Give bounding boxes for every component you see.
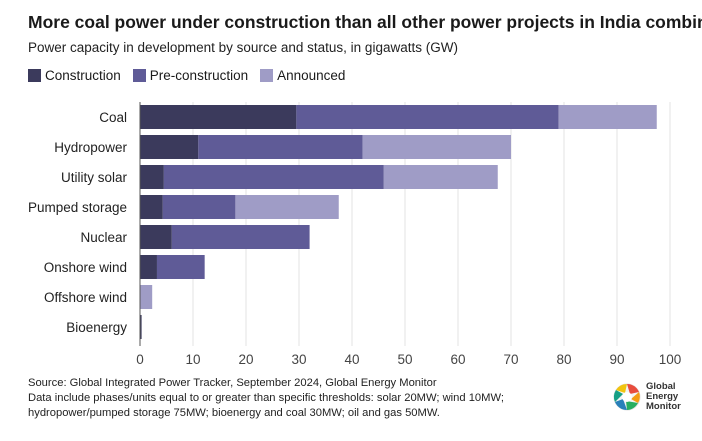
x-tick-label: 100 <box>659 352 682 367</box>
legend-label-construction: Construction <box>45 68 121 83</box>
chart-subtitle: Power capacity in development by source … <box>28 40 458 55</box>
bar-segment <box>140 135 199 159</box>
logo-line-2: Energy <box>646 391 679 402</box>
legend-item-announced: Announced <box>260 68 345 83</box>
logo-line-3: Monitor <box>646 401 681 412</box>
x-tick-label: 60 <box>450 352 465 367</box>
x-tick-label: 20 <box>238 352 253 367</box>
category-label: Coal <box>99 110 127 125</box>
bar-segment <box>171 225 310 249</box>
legend-item-pre-construction: Pre-construction <box>132 68 249 83</box>
bar-segment <box>140 255 157 279</box>
bar-segment <box>140 105 297 129</box>
footer: Source: Global Integrated Power Tracker,… <box>28 376 504 421</box>
bar-segment <box>140 315 142 339</box>
logo-text: Global Energy Monitor <box>646 382 681 412</box>
x-tick-label: 30 <box>291 352 306 367</box>
logo-line-1: Global <box>646 381 676 392</box>
bar-segment <box>140 225 172 249</box>
x-tick-label: 40 <box>344 352 359 367</box>
category-label: Utility solar <box>61 170 128 185</box>
legend-swatch-construction <box>28 69 41 82</box>
category-label: Bioenergy <box>66 320 127 335</box>
bar-segment <box>383 165 498 189</box>
bar-segment <box>162 195 236 219</box>
bar-segment <box>296 105 559 129</box>
bar-segment <box>140 165 164 189</box>
category-label: Hydropower <box>54 140 127 155</box>
data-note-line-1: Data include phases/units equal to or gr… <box>28 392 504 404</box>
bar-segment <box>156 255 205 279</box>
data-note-line-2: hydropower/pumped storage 75MW; bioenerg… <box>28 407 440 419</box>
bar-chart: Coal Hydropower Utility solar Pumped storag… <box>28 102 682 367</box>
category-label: Offshore wind <box>44 290 127 305</box>
globe-icon <box>613 383 641 411</box>
x-tick-label: 10 <box>185 352 200 367</box>
legend: Construction Pre-construction Announced <box>28 68 345 83</box>
legend-swatch-pre-construction <box>132 69 146 82</box>
bar-segment <box>163 165 384 189</box>
chart-title: More coal power under construction than … <box>28 12 702 32</box>
bar-segment <box>558 105 657 129</box>
bar-segment <box>140 195 163 219</box>
x-tick-label: 50 <box>397 352 412 367</box>
category-label: Pumped storage <box>28 200 127 215</box>
bar-segment <box>140 285 153 309</box>
x-tick-label: 90 <box>609 352 624 367</box>
x-tick-label: 0 <box>136 352 144 367</box>
bar-segment <box>198 135 363 159</box>
global-energy-monitor-logo: Global Energy Monitor <box>612 382 681 412</box>
bar-segment <box>235 195 339 219</box>
x-tick-label: 80 <box>556 352 571 367</box>
category-label: Onshore wind <box>44 260 127 275</box>
category-label: Nuclear <box>80 230 127 245</box>
legend-swatch-announced <box>260 69 274 82</box>
legend-label-announced: Announced <box>277 68 346 83</box>
source-note: Source: Global Integrated Power Tracker,… <box>28 377 437 389</box>
bar-segment <box>362 135 511 159</box>
legend-label-pre-construction: Pre-construction <box>149 68 249 83</box>
legend-item-construction: Construction <box>28 68 121 83</box>
x-tick-label: 70 <box>503 352 518 367</box>
